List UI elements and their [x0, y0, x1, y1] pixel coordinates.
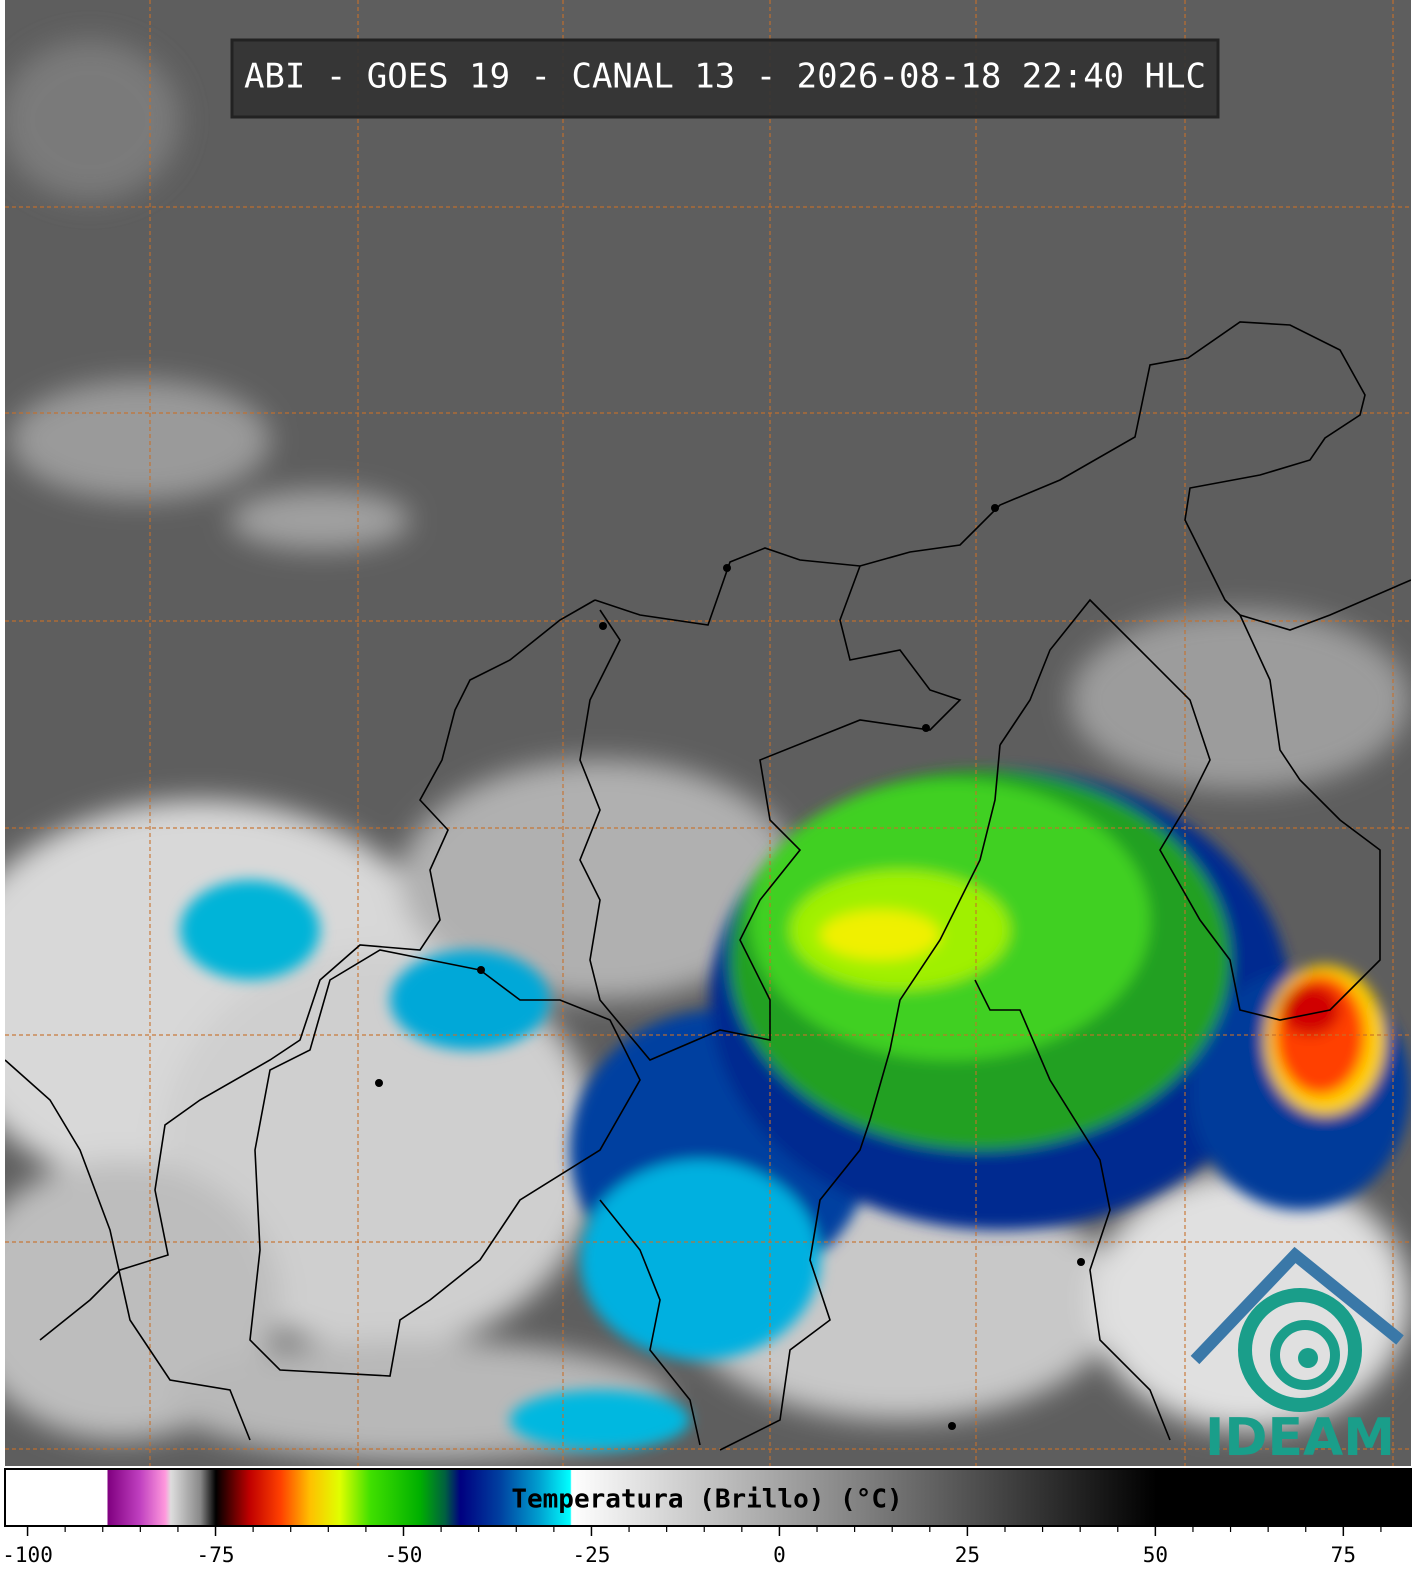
colorbar-label: Temperatura (Brillo) (°C): [511, 1485, 902, 1515]
title-box: [230, 38, 1220, 119]
tick-label: -100: [2, 1543, 53, 1567]
tick-label: 25: [955, 1543, 980, 1567]
city-markers: [375, 504, 1085, 1430]
tick-label: -50: [385, 1543, 423, 1567]
tick-label: -75: [197, 1543, 235, 1567]
title: ABI - GOES 19 - CANAL 13 - 2026-08-18 22…: [244, 57, 1206, 97]
colorbar-scale: [4, 1468, 1412, 1527]
boundaries: [5, 321, 1411, 1451]
tick-label: 50: [1143, 1543, 1168, 1567]
tick-label: 75: [1331, 1543, 1356, 1567]
satellite-image: IDEAM: [5, 0, 1411, 1468]
colorbar: Temperatura (Brillo) (°C) -100 -75 -50 -25 0…: [2, 1468, 1412, 1567]
logo-text: IDEAM: [1205, 1408, 1395, 1468]
logo: IDEAM: [1190, 1246, 1404, 1468]
tick-label: 0: [773, 1543, 786, 1567]
tick-label: -25: [572, 1543, 610, 1567]
